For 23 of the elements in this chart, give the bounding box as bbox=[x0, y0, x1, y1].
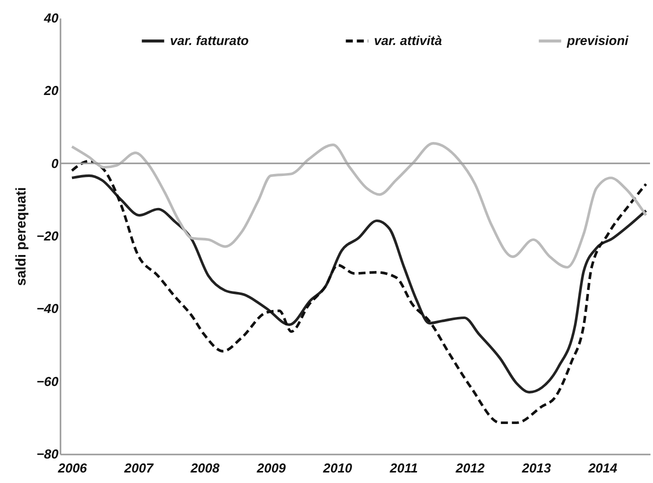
line-series bbox=[70, 160, 648, 424]
y-tick-label: −60 bbox=[36, 374, 60, 389]
y-tick-label: 20 bbox=[43, 83, 60, 98]
y-tick-label: −80 bbox=[36, 446, 60, 462]
y-axis-title: saldi perequati bbox=[12, 187, 28, 286]
x-tick-label: 2014 bbox=[587, 460, 618, 476]
x-tick-label: 2010 bbox=[322, 460, 353, 476]
x-tick-label: 2013 bbox=[521, 460, 552, 476]
y-tick-label: −40 bbox=[36, 301, 60, 316]
y-tick-label: 0 bbox=[51, 156, 60, 171]
x-tick-label: 2008 bbox=[190, 460, 220, 476]
legend-label: var. attività bbox=[374, 33, 442, 48]
legend-label: previsioni bbox=[566, 33, 629, 48]
x-tick-label: 2009 bbox=[256, 460, 287, 476]
x-tick-label: 2011 bbox=[388, 460, 418, 476]
line-series bbox=[70, 142, 648, 269]
line-series bbox=[70, 174, 648, 394]
x-tick-label: 2006 bbox=[56, 460, 88, 476]
y-tick-label: 40 bbox=[43, 10, 60, 26]
legend-label: var. fatturato bbox=[170, 33, 249, 48]
x-tick-label: 2007 bbox=[123, 460, 154, 476]
y-tick-label: −20 bbox=[36, 228, 60, 244]
x-tick-label: 2012 bbox=[454, 460, 486, 476]
